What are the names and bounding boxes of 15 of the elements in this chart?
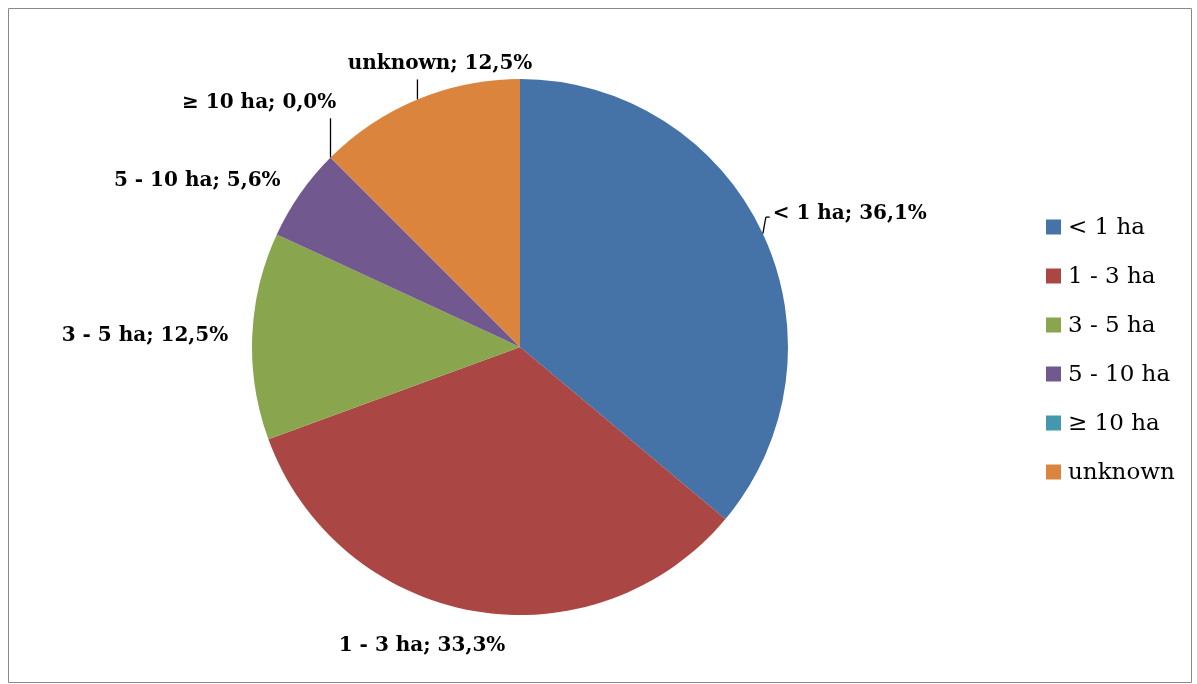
data-label: 1 - 3 ha; 33,3% [338,631,506,656]
data-label: 5 - 10 ha; 5,6% [113,166,281,191]
pie-slice [252,234,520,440]
legend-label: 3 - 5 ha [1068,311,1156,337]
text: ≥ 10 ha; 0,0% [182,89,337,114]
legend-label: 5 - 10 ha [1068,360,1171,386]
pie-slice [268,347,726,615]
legend-label: 1 - 3 ha [1068,262,1156,288]
legend-label: ≥ 10 ha [1068,409,1160,435]
legend-label: < 1 ha [1068,213,1146,239]
data-label: 3 - 5 ha; 12,5% [61,322,229,347]
pie-slice [520,79,788,520]
data-label: < 1 ha; 36,1% [772,200,927,225]
legend-label: unknown [1068,458,1175,484]
data-label: unknown; 12,5% [347,50,533,75]
